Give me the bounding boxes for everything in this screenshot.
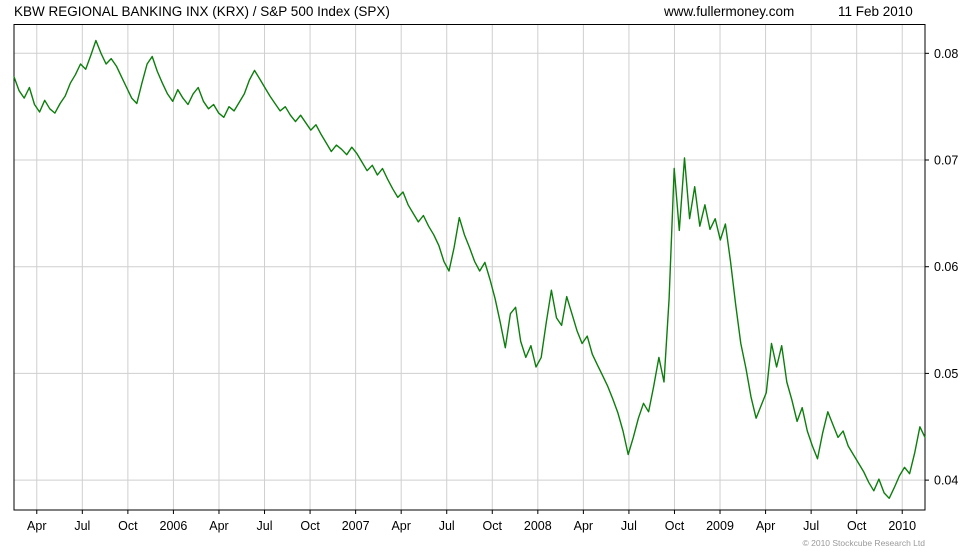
- x-axis-label: Apr: [756, 519, 775, 533]
- x-axis-label: Jul: [621, 519, 637, 533]
- copyright-notice: © 2010 Stockcube Research Ltd: [802, 538, 925, 548]
- x-axis-label: 2009: [706, 519, 734, 533]
- x-axis-label: Apr: [27, 519, 46, 533]
- x-axis-label: Apr: [391, 519, 410, 533]
- x-axis-label: Oct: [665, 519, 685, 533]
- y-axis-label: 0.05: [934, 367, 958, 381]
- chart-canvas: Apr Jul Oct 2006 Apr Jul Oct 2007 Apr Jul Oct 2008 A…: [0, 24, 980, 560]
- x-axis-label: Oct: [483, 519, 503, 533]
- x-axis-label: 2007: [342, 519, 370, 533]
- y-axis-label: 0.07: [934, 154, 958, 168]
- x-axis-label: Jul: [803, 519, 819, 533]
- chart-date: 11 Feb 2010: [838, 4, 913, 19]
- x-axis-label: 2006: [160, 519, 188, 533]
- x-axis-label: Oct: [300, 519, 320, 533]
- x-axis-label: Apr: [574, 519, 593, 533]
- x-axis-label: Apr: [209, 519, 228, 533]
- x-axis-label: Oct: [847, 519, 867, 533]
- x-axis-label: Jul: [74, 519, 90, 533]
- source-url: www.fullermoney.com: [664, 4, 795, 19]
- y-axis-label: 0.04: [934, 474, 958, 488]
- x-axis-label: Jul: [257, 519, 273, 533]
- chart-title: KBW REGIONAL BANKING INX (KRX) / S&P 500…: [14, 4, 390, 19]
- ratio-line-chart: Apr Jul Oct 2006 Apr Jul Oct 2007 Apr Jul Oct 2008 A…: [13, 24, 958, 548]
- x-axis-label: 2008: [524, 519, 552, 533]
- x-axis-label: 2010: [888, 519, 916, 533]
- ratio-series-line: [13, 39, 926, 499]
- x-axis-label: Oct: [118, 519, 138, 533]
- plot-border: [13, 24, 926, 511]
- x-axis-label: Jul: [439, 519, 455, 533]
- y-axis-label: 0.08: [934, 47, 958, 61]
- chart-header: KBW REGIONAL BANKING INX (KRX) / S&P 500…: [0, 0, 980, 24]
- y-axis-label: 0.06: [934, 260, 958, 274]
